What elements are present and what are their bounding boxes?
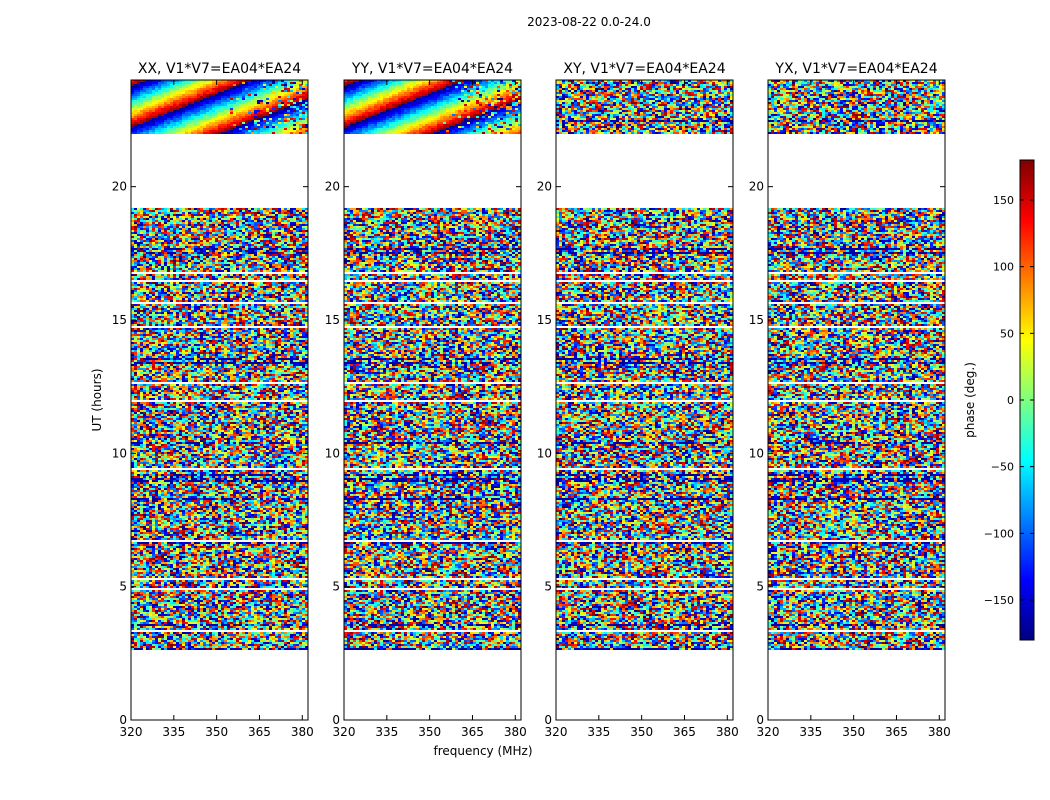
colorbar-tick-label: 50 xyxy=(1000,327,1014,340)
x-axis-label: frequency (MHz) xyxy=(433,744,532,758)
y-tick-label: 10 xyxy=(749,446,764,460)
y-tick-label: 10 xyxy=(537,446,552,460)
x-tick-label: 350 xyxy=(205,725,228,739)
x-tick-label: 335 xyxy=(799,725,822,739)
x-tick-label: 335 xyxy=(375,725,398,739)
panel-frame xyxy=(555,79,734,721)
y-tick-label: 5 xyxy=(119,580,127,594)
y-axis-label: UT (hours) xyxy=(90,368,104,431)
x-tick-label: 380 xyxy=(504,725,527,739)
x-tick-label: 320 xyxy=(757,725,780,739)
figure-title: 2023-08-22 0.0-24.0 xyxy=(527,15,651,29)
heatmap-cells xyxy=(131,80,308,650)
panel-3: XY, V1*V7=EA04*EA24 320 335 350 365 380 0 5 10 15… xyxy=(537,61,739,739)
y-tick-label: 5 xyxy=(544,580,552,594)
panel-title: YY, V1*V7=EA04*EA24 xyxy=(351,61,513,77)
x-tick-label: 320 xyxy=(333,725,356,739)
panel-frame xyxy=(130,79,309,721)
y-tick-label: 5 xyxy=(332,580,340,594)
panel-4: YX, V1*V7=EA04*EA24 320 335 350 365 380 0 5 10 15… xyxy=(749,61,951,739)
colorbar-tick-label: 100 xyxy=(993,261,1014,274)
y-tick-label: 10 xyxy=(325,446,340,460)
y-tick-label: 20 xyxy=(325,180,340,194)
y-tick-label: 15 xyxy=(537,313,552,327)
x-tick-label: 380 xyxy=(928,725,951,739)
colorbar-tick-label: −50 xyxy=(991,461,1014,474)
heatmap-cells xyxy=(768,80,945,650)
y-tick-label: 0 xyxy=(756,713,764,727)
x-tick-label: 365 xyxy=(248,725,271,739)
panel-title: XY, V1*V7=EA04*EA24 xyxy=(563,61,725,77)
panel-frame xyxy=(767,79,946,721)
panel-frame xyxy=(343,79,522,721)
x-tick-label: 335 xyxy=(162,725,185,739)
y-tick-label: 20 xyxy=(537,180,552,194)
y-tick-label: 15 xyxy=(112,313,127,327)
x-tick-label: 335 xyxy=(587,725,610,739)
x-tick-label: 320 xyxy=(545,725,568,739)
panel-title: XX, V1*V7=EA04*EA24 xyxy=(138,61,301,77)
colorbar-tick-label: 0 xyxy=(1007,394,1014,407)
y-tick-label: 15 xyxy=(325,313,340,327)
panels: XX, V1*V7=EA04*EA24 320 335 350 365 380 0 5 10 15… xyxy=(112,61,951,739)
colorbar-tick-label: −100 xyxy=(984,527,1014,540)
x-tick-label: 350 xyxy=(842,725,865,739)
panel-1: XX, V1*V7=EA04*EA24 320 335 350 365 380 0 5 10 15… xyxy=(112,61,314,739)
y-tick-label: 15 xyxy=(749,313,764,327)
heatmap-cells xyxy=(344,80,521,650)
y-tick-label: 0 xyxy=(332,713,340,727)
x-tick-label: 365 xyxy=(885,725,908,739)
heatmap-cells xyxy=(556,80,733,650)
panel-2: YY, V1*V7=EA04*EA24 320 335 350 365 380 0 5 10 15… xyxy=(325,61,527,739)
y-tick-label: 5 xyxy=(756,580,764,594)
y-tick-label: 20 xyxy=(112,180,127,194)
colorbar-label: phase (deg.) xyxy=(963,362,977,438)
x-tick-label: 350 xyxy=(630,725,653,739)
x-tick-label: 380 xyxy=(291,725,314,739)
y-tick-label: 20 xyxy=(749,180,764,194)
colorbar-tick-label: −150 xyxy=(984,594,1014,607)
x-tick-label: 365 xyxy=(461,725,484,739)
y-tick-label: 0 xyxy=(119,713,127,727)
panel-title: YX, V1*V7=EA04*EA24 xyxy=(774,61,937,77)
x-tick-label: 365 xyxy=(673,725,696,739)
y-tick-label: 0 xyxy=(544,713,552,727)
y-tick-label: 10 xyxy=(112,446,127,460)
x-tick-label: 350 xyxy=(418,725,441,739)
x-tick-label: 380 xyxy=(716,725,739,739)
colorbar-tick-label: 150 xyxy=(993,194,1014,207)
x-tick-label: 320 xyxy=(120,725,143,739)
colorbar: −150 −100 −50 0 50 100 150 xyxy=(984,159,1035,641)
